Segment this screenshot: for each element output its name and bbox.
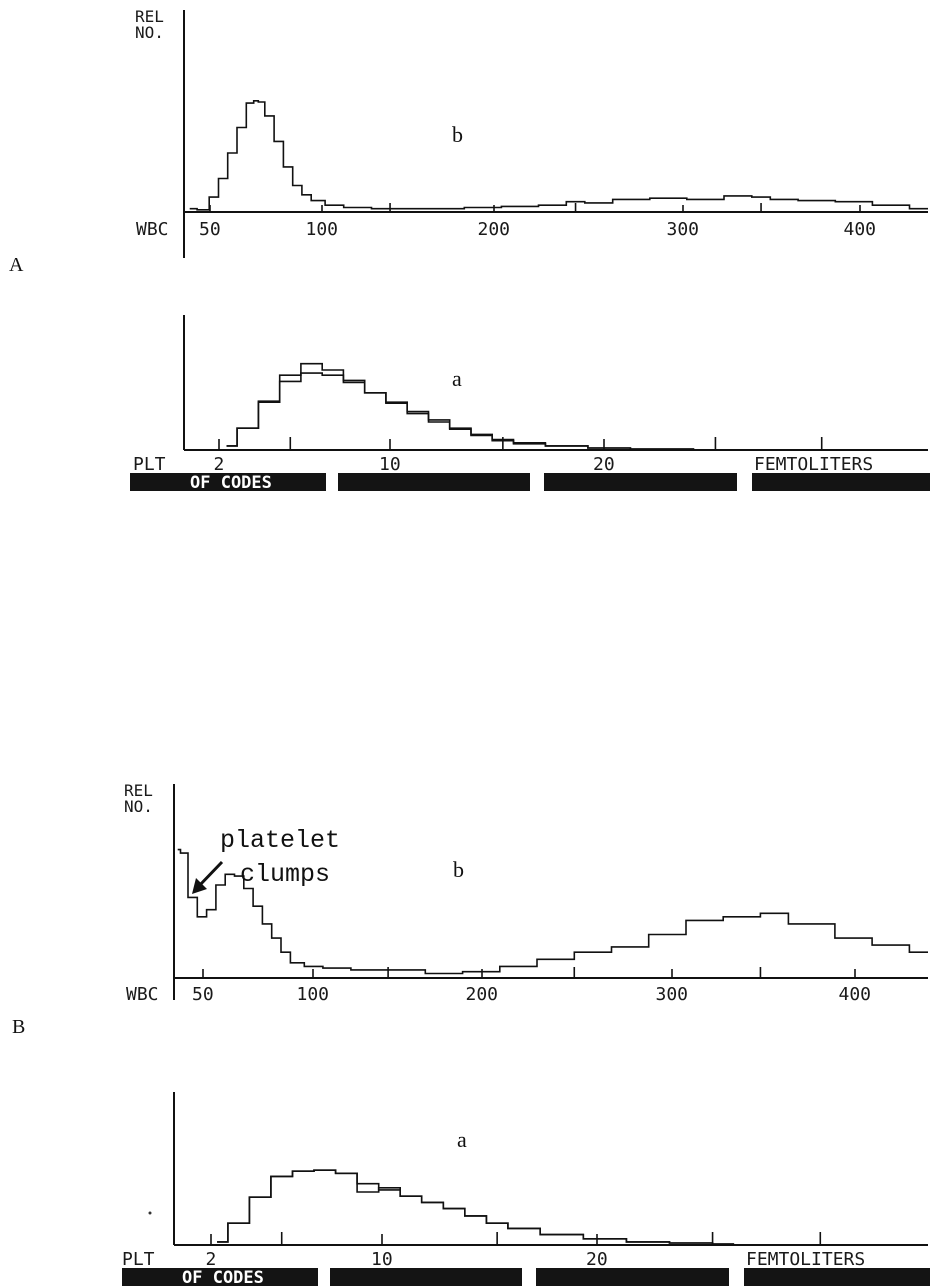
wbc-ylabel-top: REL [135, 7, 164, 26]
status-bar-label: OF CODES [182, 1268, 264, 1288]
plt-axis-label: PLT [133, 454, 166, 475]
plt-axis-label: PLT [122, 1249, 155, 1270]
wbc-axis-label: WBC [136, 219, 169, 240]
plt-series-a-line-1 [217, 1169, 735, 1245]
x-tick-label: 2 [206, 1249, 217, 1270]
wbc-ylabel-bottom: NO. [135, 23, 164, 42]
status-bar-segment-4 [744, 1268, 930, 1286]
x-tick-label: 20 [586, 1249, 608, 1270]
x-tick-label: 100 [297, 984, 330, 1005]
plt-series-a-line-2 [217, 1169, 735, 1245]
speck-mark [148, 1211, 152, 1215]
status-bar-label: OF CODES [190, 473, 272, 493]
wbc-series-b-line [177, 848, 928, 975]
x-tick-label: 20 [593, 454, 615, 475]
status-bar-segment-3 [536, 1268, 729, 1286]
panel-b-plt-chart: 2 10 20 PLT FEMTOLITERS a OF CODES [122, 1092, 930, 1288]
plt-curve-label-a: a [452, 366, 462, 391]
plt-series-a-line-2 [226, 362, 695, 450]
x-tick-label: 200 [466, 984, 499, 1005]
status-bar-segment-1 [122, 1268, 318, 1286]
wbc-x-ticks: 50 100 200 300 400 [192, 967, 871, 1005]
status-bar-segment-4 [752, 473, 930, 491]
panel-a-plt-chart: 2 10 20 PLT FEMTOLITERS a OF CODES [130, 315, 930, 493]
status-bar-segment-1 [130, 473, 326, 491]
x-tick-label: 200 [478, 219, 511, 240]
x-tick-label: 10 [379, 454, 401, 475]
x-tick-label: 50 [199, 219, 221, 240]
wbc-curve-label-b: b [452, 122, 463, 147]
wbc-curve-label-b: b [453, 857, 464, 882]
x-tick-label: 400 [839, 984, 872, 1005]
plt-curve-label-a: a [457, 1127, 467, 1152]
x-tick-label: 300 [656, 984, 689, 1005]
x-tick-label: 50 [192, 984, 214, 1005]
wbc-series-b-line [189, 100, 928, 211]
wbc-ylabel-bottom: NO. [124, 797, 153, 816]
status-bar-segment-2 [338, 473, 530, 491]
plt-x-ticks: 2 10 20 [206, 1232, 822, 1270]
panel-letter-b: B [12, 1016, 25, 1038]
plt-unit-label: FEMTOLITERS [754, 454, 873, 475]
panel-b-wbc-chart: REL NO. 50 100 200 300 400 WBC b platelet cl… [124, 781, 928, 1005]
wbc-x-ticks: 50 100 200 300 400 [199, 203, 876, 240]
x-tick-label: 2 [214, 454, 225, 475]
annotation-arrow-icon [192, 860, 224, 894]
plt-x-ticks: 2 10 20 [214, 437, 823, 475]
plt-unit-label: FEMTOLITERS [746, 1249, 865, 1270]
wbc-ylabel-top: REL [124, 781, 153, 800]
x-tick-label: 400 [844, 219, 877, 240]
panel-a-wbc-chart: REL NO. 50 100 200 300 400 WBC b [135, 7, 928, 258]
x-tick-label: 300 [667, 219, 700, 240]
platelet-clumps-annotation-line-1: platelet [220, 826, 340, 855]
x-tick-label: 100 [306, 219, 339, 240]
platelet-clumps-annotation-line-2: clumps [240, 860, 330, 889]
status-bar-segment-3 [544, 473, 737, 491]
panel-letter-a: A [9, 254, 24, 276]
wbc-axis-label: WBC [126, 984, 159, 1005]
x-tick-label: 10 [371, 1249, 393, 1270]
status-bar-segment-2 [330, 1268, 522, 1286]
